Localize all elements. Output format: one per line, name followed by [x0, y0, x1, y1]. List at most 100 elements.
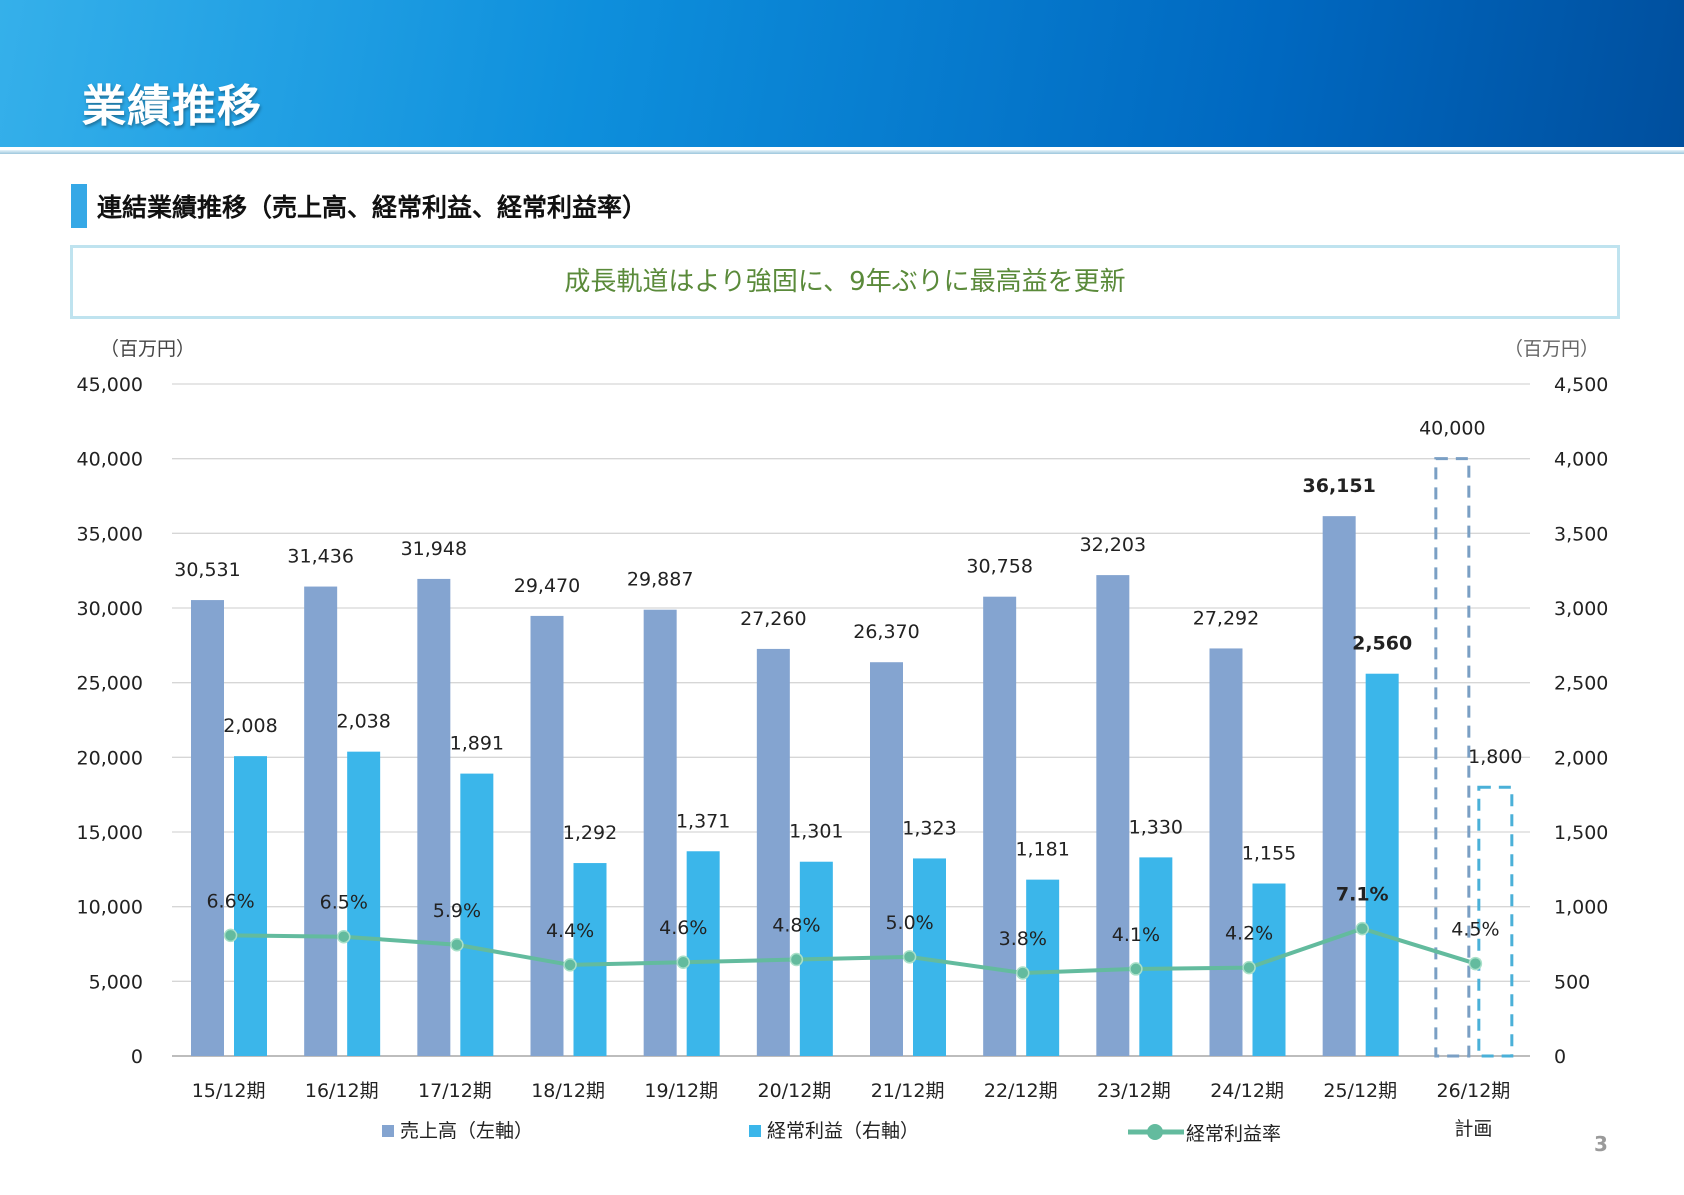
rate-point: [789, 952, 804, 967]
profit-label: 1,891: [450, 733, 504, 755]
profit-bar: [1365, 673, 1399, 1056]
page-title: 業績推移: [82, 81, 262, 132]
sales-bar: [530, 615, 564, 1056]
sales-bar: [417, 578, 451, 1056]
sales-bar: [191, 600, 224, 1056]
profit-label: 1,301: [789, 821, 843, 843]
profit-label: 1,800: [1468, 746, 1522, 768]
right-axis-tick: 3,500: [1554, 523, 1608, 545]
right-axis-tick: 4,000: [1554, 449, 1608, 471]
legend-profit-label: 経常利益（右軸）: [767, 1120, 919, 1142]
profit-bar: [460, 773, 494, 1056]
header-banner: [0, 0, 1684, 147]
profit-bar: [686, 851, 720, 1056]
left-axis-unit: （百万円）: [100, 338, 195, 360]
sales-label: 29,470: [514, 575, 580, 597]
category-label: 22/12期: [984, 1080, 1058, 1102]
right-axis-tick: 0: [1554, 1046, 1566, 1068]
right-axis-tick: 4,500: [1554, 374, 1608, 396]
rate-label: 4.2%: [1225, 923, 1273, 945]
sales-bar: [870, 662, 903, 1056]
rate-label: 4.4%: [546, 920, 594, 942]
sales-label: 40,000: [1419, 418, 1485, 440]
category-label: 25/12期: [1323, 1080, 1397, 1102]
sales-bar: [643, 609, 677, 1056]
left-axis-tick: 25,000: [77, 673, 143, 695]
profit-label: 1,155: [1242, 843, 1296, 865]
category-label: 19/12期: [644, 1080, 718, 1102]
rate-point: [1355, 921, 1369, 936]
sales-label: 30,758: [966, 556, 1032, 578]
profit-bar: [347, 751, 381, 1056]
sales-label: 27,260: [740, 608, 806, 630]
sales-bar: [1322, 516, 1356, 1056]
category-label: 24/12期: [1210, 1080, 1284, 1102]
rate-line: [230, 926, 1477, 975]
profit-label: 1,181: [1015, 839, 1069, 861]
sales-label: 29,887: [627, 569, 693, 591]
category-label: 17/12期: [418, 1080, 492, 1102]
profit-bar: [1252, 883, 1286, 1056]
rate-label: 5.9%: [433, 900, 481, 922]
rate-point: [563, 958, 577, 972]
profit-label: 1,371: [676, 810, 730, 832]
legend-sales-swatch: [382, 1125, 394, 1137]
category-label: 20/12期: [758, 1080, 832, 1102]
left-axis-tick: 20,000: [77, 747, 143, 769]
left-axis-tick: 40,000: [77, 449, 143, 471]
rate-point: [1468, 956, 1483, 971]
right-axis-tick: 2,000: [1554, 747, 1608, 769]
section-marker: [71, 184, 87, 228]
left-axis-tick: 10,000: [77, 897, 143, 919]
category-label: 15/12期: [192, 1080, 266, 1102]
profit-bar-plan: [1477, 785, 1514, 1058]
rate-label: 6.5%: [320, 892, 368, 914]
left-axis-tick: 35,000: [77, 523, 143, 545]
left-axis-tick: 30,000: [77, 598, 143, 620]
left-axis-tick: 5,000: [89, 971, 143, 993]
rate-point: [1129, 962, 1143, 976]
header-divider: [0, 150, 1684, 154]
page-number: 3: [1594, 1132, 1608, 1156]
category-label: 23/12期: [1097, 1080, 1171, 1102]
sales-bar: [304, 586, 338, 1056]
rate-point: [450, 938, 464, 952]
rate-label: 5.0%: [885, 912, 933, 934]
sales-label: 32,203: [1080, 534, 1146, 556]
sales-bar-plan: [1434, 457, 1471, 1058]
category-label: 26/12期: [1437, 1080, 1511, 1102]
left-axis-tick: 15,000: [77, 822, 143, 844]
category-label: 16/12期: [305, 1080, 379, 1102]
profit-bar: [234, 756, 267, 1056]
sales-bar: [1096, 575, 1130, 1056]
profit-label: 2,560: [1352, 633, 1412, 655]
rate-label: 6.6%: [206, 890, 254, 912]
category-label: 18/12期: [531, 1080, 605, 1102]
profit-bar: [1026, 879, 1060, 1056]
rate-label: 4.1%: [1112, 924, 1160, 946]
sales-label: 26,370: [853, 621, 919, 643]
rate-label: 3.8%: [999, 928, 1047, 950]
profit-bar: [573, 863, 607, 1056]
right-axis-unit: （百万円）: [1504, 338, 1599, 360]
rate-label: 7.1%: [1336, 884, 1389, 906]
sales-label: 31,436: [287, 546, 353, 568]
profit-bar: [1139, 857, 1173, 1056]
sales-label: 31,948: [401, 538, 467, 560]
rate-point: [337, 929, 351, 944]
legend-rate-marker: [1147, 1124, 1163, 1140]
rate-label: 4.6%: [659, 917, 707, 939]
left-axis-tick: 45,000: [77, 374, 143, 396]
rate-point: [1016, 966, 1030, 980]
sales-bar: [1209, 648, 1243, 1056]
rate-label: 4.5%: [1451, 919, 1499, 941]
right-axis-tick: 2,500: [1554, 673, 1608, 695]
rate-point: [676, 955, 690, 969]
rate-label: 4.8%: [772, 915, 820, 937]
section-title: 連結業績推移（売上高、経常利益、経常利益率）: [97, 193, 648, 222]
category-label: 21/12期: [871, 1080, 945, 1102]
category-note: 計画: [1454, 1118, 1492, 1140]
profit-label: 1,330: [1129, 816, 1183, 838]
legend-rate-label: 経常利益率: [1186, 1123, 1281, 1145]
legend-profit-swatch: [749, 1125, 761, 1137]
